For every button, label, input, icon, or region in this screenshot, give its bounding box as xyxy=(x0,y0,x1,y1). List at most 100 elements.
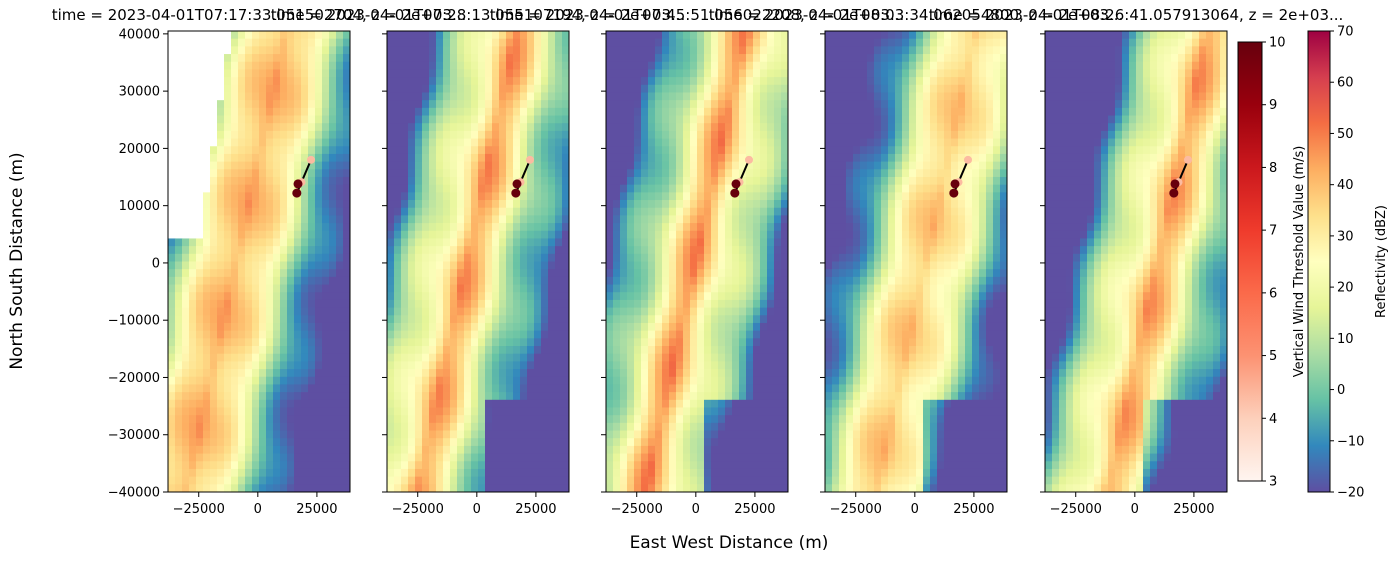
field-cell xyxy=(499,292,507,301)
field-cell xyxy=(767,484,775,492)
field-cell xyxy=(627,238,635,247)
field-cell xyxy=(825,207,833,216)
field-cell xyxy=(415,192,423,201)
field-cell xyxy=(394,253,402,263)
field-cell xyxy=(760,253,768,263)
field-cell xyxy=(513,338,521,347)
field-cell xyxy=(562,161,569,170)
field-cell xyxy=(168,445,176,455)
field-cell xyxy=(613,484,621,492)
field-cell xyxy=(203,346,211,355)
field-cell xyxy=(718,299,726,309)
field-cell xyxy=(189,253,197,263)
field-cell xyxy=(387,330,395,339)
field-cell xyxy=(329,315,337,324)
field-cell xyxy=(648,338,656,347)
field-cell xyxy=(301,307,309,316)
field-cell xyxy=(252,215,260,224)
field-cell xyxy=(606,438,614,447)
field-cell xyxy=(429,77,437,86)
field-cell xyxy=(280,246,288,255)
field-cell xyxy=(499,238,507,247)
field-cell xyxy=(464,69,472,78)
field-cell xyxy=(513,261,521,270)
field-cell xyxy=(231,169,239,178)
field-cell xyxy=(280,261,288,270)
field-cell xyxy=(839,223,847,232)
field-cell xyxy=(860,238,868,247)
field-cell xyxy=(266,238,274,247)
field-cell xyxy=(203,376,211,386)
field-cell xyxy=(613,92,621,101)
field-cell xyxy=(506,445,514,455)
panel-title: time = 2023-04-01T07:17:33.051502704, z … xyxy=(52,6,467,24)
field-cell xyxy=(203,261,211,270)
field-cell xyxy=(534,346,542,355)
field-cell xyxy=(683,330,691,339)
field-cell xyxy=(336,176,344,186)
field-cell xyxy=(245,261,253,270)
field-cell xyxy=(343,430,350,439)
field-cell xyxy=(478,46,486,55)
field-cell xyxy=(711,184,719,193)
field-cell xyxy=(520,399,528,409)
field-cell xyxy=(732,107,740,117)
field-cell xyxy=(767,169,775,178)
field-cell xyxy=(555,200,563,209)
field-cell xyxy=(294,130,302,140)
field-cell xyxy=(182,415,190,424)
field-cell xyxy=(329,115,337,124)
field-cell xyxy=(322,138,330,147)
field-cell xyxy=(832,46,840,55)
field-cell xyxy=(562,169,569,178)
field-cell xyxy=(527,84,535,94)
field-cell xyxy=(853,315,861,324)
field-cell xyxy=(436,276,444,286)
field-cell xyxy=(408,276,416,286)
field-cell xyxy=(534,146,542,155)
field-cell xyxy=(839,415,847,424)
field-cell xyxy=(238,261,246,270)
field-cell xyxy=(648,200,656,209)
field-cell xyxy=(832,299,840,309)
field-cell xyxy=(168,322,176,332)
field-cell xyxy=(832,276,840,286)
field-cell xyxy=(718,369,726,378)
field-cell xyxy=(273,453,281,462)
field-cell xyxy=(513,276,521,286)
field-cell xyxy=(753,123,761,132)
field-cell xyxy=(527,461,535,470)
field-cell xyxy=(704,338,712,347)
field-cell xyxy=(308,346,316,355)
field-cell xyxy=(308,376,316,386)
field-cell xyxy=(676,92,684,101)
field-cell xyxy=(287,207,295,216)
field-cell xyxy=(648,476,656,485)
field-cell xyxy=(825,153,833,163)
field-cell xyxy=(846,153,854,163)
field-cell xyxy=(839,130,847,140)
field-cell xyxy=(231,200,239,209)
field-cell xyxy=(711,161,719,170)
field-cell xyxy=(464,461,472,470)
field-cell xyxy=(839,238,847,247)
field-cell xyxy=(436,330,444,339)
field-cell xyxy=(245,161,253,170)
field-cell xyxy=(853,54,861,63)
field-cell xyxy=(774,100,782,109)
field-cell xyxy=(860,438,868,447)
field-cell xyxy=(259,361,267,370)
field-cell xyxy=(387,61,395,71)
field-cell xyxy=(846,269,854,278)
field-cell xyxy=(401,292,409,301)
field-cell xyxy=(387,192,395,201)
field-cell xyxy=(294,46,302,55)
field-cell xyxy=(471,361,479,370)
field-cell xyxy=(422,169,430,178)
field-cell xyxy=(189,246,197,255)
field-cell xyxy=(224,61,232,71)
field-cell xyxy=(520,322,528,332)
field-cell xyxy=(867,461,875,470)
field-cell xyxy=(690,376,698,386)
field-cell xyxy=(613,468,621,478)
